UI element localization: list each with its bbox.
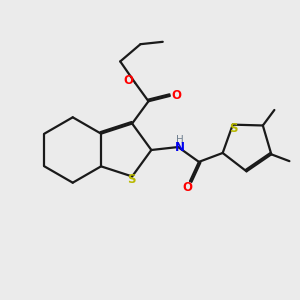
Text: S: S <box>127 173 136 186</box>
Text: S: S <box>229 122 238 135</box>
Text: O: O <box>183 181 193 194</box>
Text: O: O <box>124 74 134 87</box>
Text: H: H <box>176 135 184 145</box>
Text: O: O <box>171 89 182 102</box>
Text: N: N <box>175 141 184 154</box>
